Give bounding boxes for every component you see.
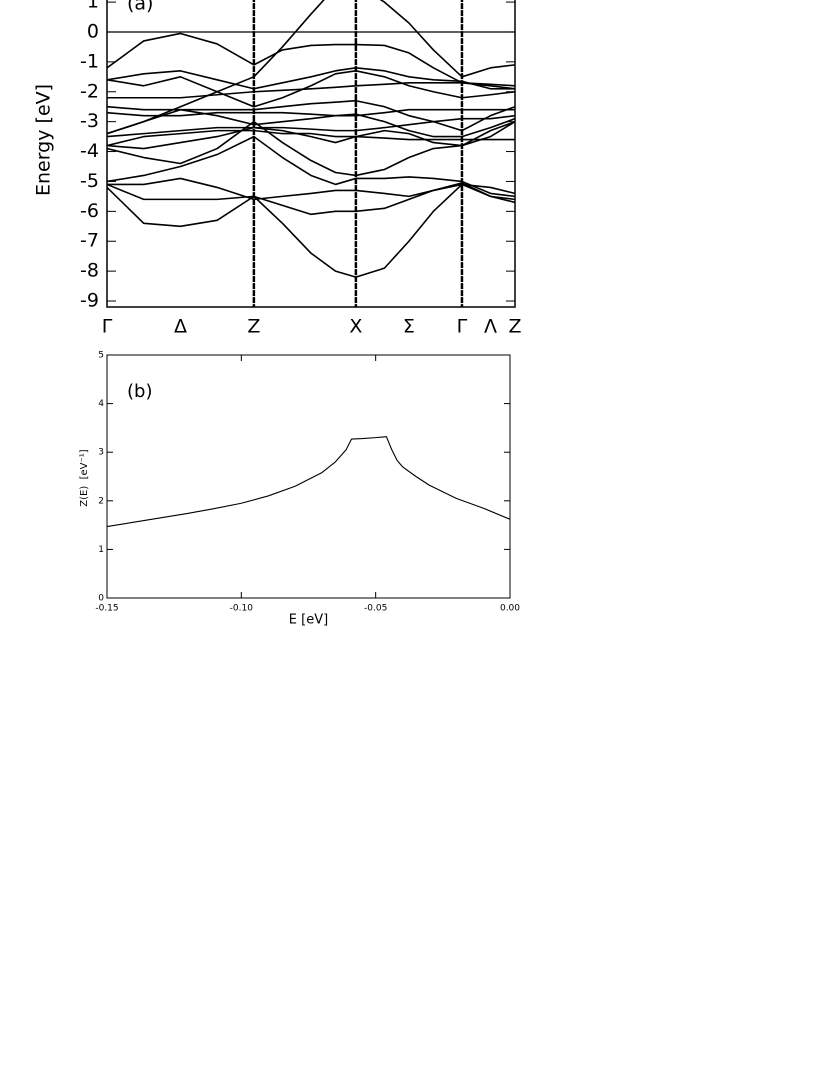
band-line (107, 108, 515, 117)
band-line (107, 32, 515, 90)
y-tick-label: 1 (87, 0, 99, 13)
band-line (107, 182, 515, 216)
y-axis-label: Z(E) [eV⁻¹] (79, 449, 90, 507)
y-tick-label: 0 (87, 20, 99, 42)
band-line (107, 81, 515, 99)
band-line (107, 67, 515, 90)
x-tick-label: Z (247, 316, 260, 338)
y-tick-label: -8 (80, 260, 99, 282)
band-line (107, 99, 515, 132)
y-tick-label: 4 (98, 399, 104, 409)
band-line (107, 135, 515, 198)
band-line (107, 183, 515, 278)
x-tick-label: Γ (457, 316, 468, 338)
x-tick-label: -0.10 (230, 604, 254, 614)
x-tick-label: Z (508, 316, 521, 338)
x-tick-label: Λ (484, 316, 497, 338)
x-tick-label: 0.00 (500, 604, 520, 614)
y-tick-label: -2 (80, 80, 99, 102)
y-tick-label: 5 (98, 351, 104, 361)
plot-frame (106, 354, 511, 599)
band-line (107, 108, 515, 138)
x-tick-label: X (349, 316, 362, 338)
x-axis-label: E [eV] (289, 613, 328, 628)
panel-label: (a) (127, 0, 153, 15)
data-layer (107, 0, 515, 278)
panel-label: (b) (127, 381, 152, 402)
x-tick-label: -0.05 (364, 604, 387, 614)
x-tick-label: Σ (403, 316, 415, 338)
y-tick-label: -5 (80, 170, 99, 192)
band-line (106, 436, 511, 528)
data-layer (106, 436, 511, 528)
x-tick-label: Γ (102, 316, 113, 338)
y-axis-label: Energy [eV] (33, 84, 55, 196)
band-line (107, 0, 515, 135)
band-line (107, 120, 515, 150)
x-tick-label: -0.15 (95, 604, 118, 614)
y-tick-label: 0 (98, 594, 104, 604)
y-tick-label: -6 (80, 200, 99, 222)
band-line (107, 114, 515, 138)
panel: 0 1 2 3 4 5 -0.15 -0.10 -0.05 0.00 (b) Z(E) [eV⁻¹] E… (79, 351, 520, 628)
y-tick-label: -7 (80, 230, 99, 252)
band-line (107, 177, 515, 201)
band-line (107, 120, 515, 177)
y-tick-label: -1 (80, 50, 99, 72)
y-tick-label: 1 (98, 545, 104, 555)
y-tick-label: -4 (80, 140, 99, 162)
y-tick-label: -9 (80, 290, 99, 312)
x-tick-label: Δ (174, 316, 187, 338)
band-line (107, 129, 515, 147)
y-tick-label: 2 (98, 496, 104, 506)
y-tick-label: -3 (80, 110, 99, 132)
y-tick-label: 3 (98, 448, 104, 458)
band-line (107, 70, 515, 108)
